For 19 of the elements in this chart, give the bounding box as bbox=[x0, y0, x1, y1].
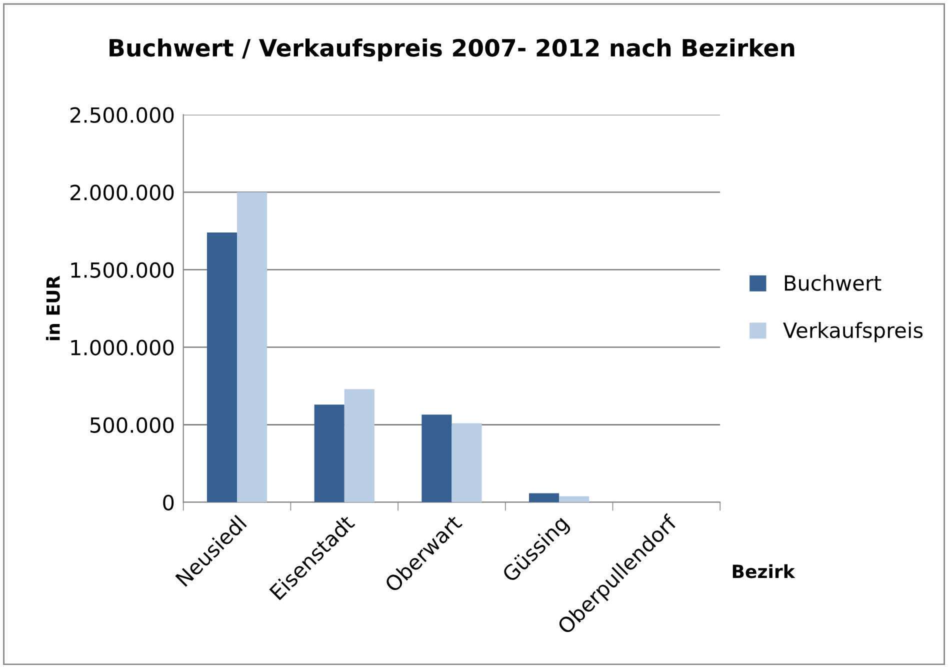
bar bbox=[206, 232, 238, 502]
y-tick-label: 2.000.000 bbox=[70, 184, 174, 200]
y-tick-label: 1.000.000 bbox=[71, 340, 174, 356]
chart-title: Buchwert / Verkaufspreis 2007- 2012 nach Bezirken bbox=[110, 38, 794, 62]
bar bbox=[422, 414, 452, 502]
bar bbox=[314, 404, 344, 502]
bar bbox=[344, 389, 374, 502]
legend-label: Buchwert bbox=[784, 274, 882, 291]
bar bbox=[529, 493, 560, 502]
bar bbox=[452, 423, 482, 502]
x-axis-title: Bezirk bbox=[732, 564, 796, 578]
y-tick-label: 500.000 bbox=[90, 417, 174, 433]
y-tick-label: 1.500.000 bbox=[71, 262, 174, 278]
y-tick-label: 2.500.000 bbox=[70, 107, 174, 123]
bar bbox=[559, 496, 590, 502]
y-axis-title: in EUR bbox=[46, 276, 60, 340]
y-tick-label: 0 bbox=[163, 494, 174, 510]
bar bbox=[237, 192, 268, 502]
legend-label: Verkaufspreis bbox=[783, 322, 923, 342]
